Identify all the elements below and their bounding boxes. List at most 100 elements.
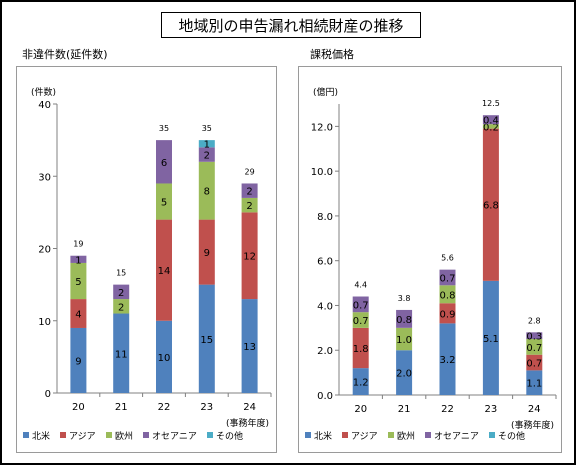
data-label: 0.3 [526,332,542,343]
bar-segment [113,313,130,393]
data-label: 0.9 [440,309,456,320]
x-tick-label: 23 [485,404,498,415]
legend-swatch [207,432,213,438]
data-label: 14 [158,266,171,277]
x-tick-label: 20 [354,404,367,415]
bar-segment [526,339,543,355]
legend-swatch [305,432,311,438]
y-axis-label: (件数) [31,86,56,98]
bar-segment [156,219,172,321]
y-tick-label: 40 [38,100,51,111]
legend-label: その他 [498,430,525,442]
y-tick-label: 6.0 [317,257,333,268]
data-label: 0.8 [396,315,412,326]
bar-segment [156,183,172,220]
figure-title: 地域別の申告漏れ相続財産の推移 [161,12,421,38]
legend-swatch [106,432,112,438]
bar-segment [526,332,543,340]
data-label: 8 [204,187,210,198]
y-tick-label: 4.0 [317,301,333,312]
bar-segment [352,312,369,328]
bar-segment [241,183,258,198]
total-label: 4.4 [354,281,367,290]
bar-segment [526,354,543,371]
x-axis-label: (事務年度) [226,417,269,429]
bar-segment [526,370,543,395]
x-tick-label: 23 [200,402,213,413]
right-panel-title: 課税価格 [310,48,354,61]
data-label: 0.7 [526,343,542,354]
legend-label: オセアニア [152,431,197,442]
y-tick-label: 12.0 [311,122,333,133]
data-label: 0.2 [483,122,499,133]
bar-segment [241,197,258,213]
bar-segment [396,309,413,328]
legend-swatch [143,432,149,438]
data-label: 3.2 [440,355,456,366]
total-label: 12.5 [482,99,500,108]
bar-segment [198,219,215,285]
bar-segment [439,323,456,395]
data-label: 1.1 [526,379,542,390]
data-label: 5 [75,277,81,288]
bar-segment [198,161,215,220]
y-tick-label: 30 [38,172,51,183]
y-tick-label: 10 [38,317,51,328]
bar-segment [352,327,369,369]
legend-label: 北米 [314,430,332,442]
bar-segment [70,299,87,328]
total-label: 5.6 [441,254,454,263]
legend-swatch [342,432,348,438]
total-label: 3.8 [398,294,411,303]
data-label: 9 [75,356,81,367]
bar-segment [482,128,499,281]
data-label: 0.7 [526,359,542,370]
data-label: 10 [158,353,171,364]
legend-label: オセアニア [434,431,479,442]
legend-label: 欧州 [397,430,415,442]
legend-swatch [425,432,431,438]
data-label: 1.2 [353,378,369,389]
data-label: 5 [161,198,167,209]
data-label: 0.7 [353,300,369,311]
legend-label: 欧州 [115,430,133,442]
data-label: 15 [200,335,213,346]
data-label: 1 [75,255,81,266]
y-tick-label: 2.0 [317,346,333,357]
bar-segment [482,115,499,125]
legend-swatch [60,432,66,438]
bar-segment [241,212,258,300]
y-tick-label: 20 [38,245,51,256]
data-label: 1 [204,140,210,151]
data-label: 2 [204,151,210,162]
figure-title-text: 地域別の申告漏れ相続財産の推移 [178,16,404,35]
legend-swatch [489,432,495,438]
legend-swatch [388,432,394,438]
total-label: 35 [159,124,169,133]
legend-label: アジア [351,432,378,442]
bar-segment [482,124,499,129]
y-tick-label: 8.0 [317,212,333,223]
right-chart-panel: (億円) 0.0 2.0 4.0 6.0 8.0 10.0 12.0 20 1.2 1.8 0.7 0.… [298,66,562,453]
bar-segment [396,350,413,395]
legend-label: 北米 [32,430,50,442]
total-label: 35 [202,124,212,133]
data-label: 4 [75,310,81,321]
x-axis-label: (事務年度) [511,419,554,431]
bar-segment [439,303,456,324]
total-label: 29 [245,167,255,176]
total-label: 2.8 [528,316,541,325]
data-label: 0.7 [353,316,369,327]
bar-segment [241,299,258,393]
bar-segment [70,327,87,393]
bar-segment [156,140,172,184]
bar-segment [352,368,369,395]
y-tick-label: 0 [45,389,51,400]
data-label: 12 [243,252,256,263]
data-label: 0.7 [440,273,456,284]
x-tick-label: 24 [243,402,256,413]
bar-segment [113,284,130,300]
data-label: 11 [115,349,128,360]
y-tick-label: 0.0 [317,391,333,402]
